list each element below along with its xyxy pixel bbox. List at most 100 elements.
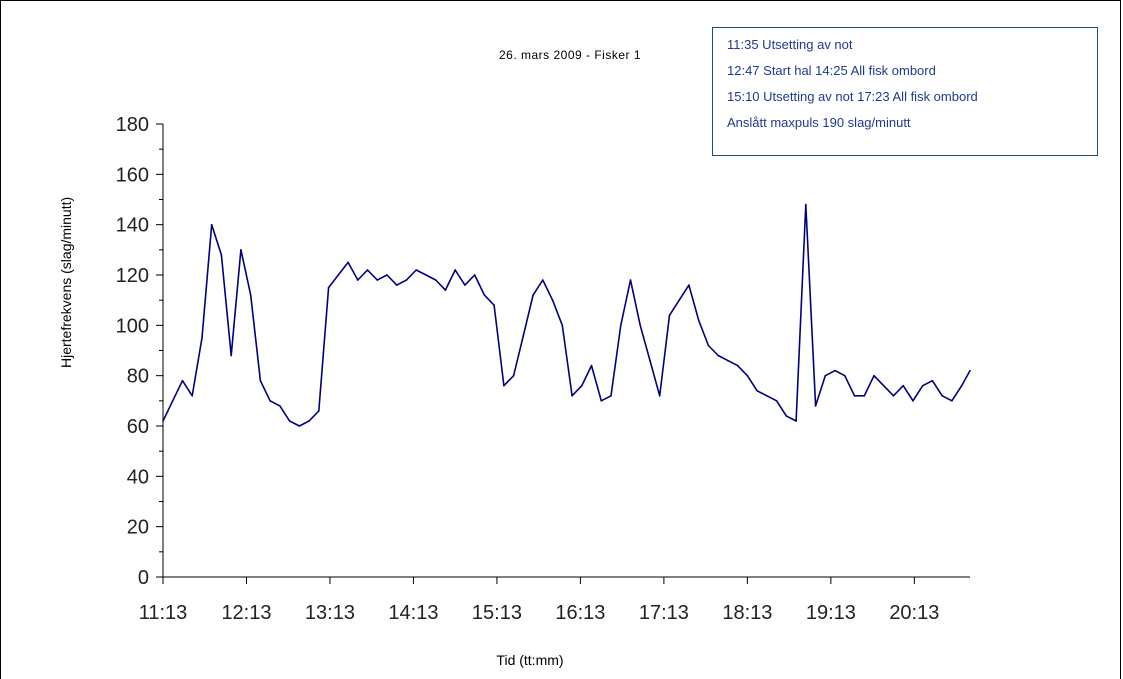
data-point — [805, 203, 807, 206]
data-point — [639, 324, 642, 327]
data-point — [376, 279, 379, 281]
data-point — [483, 294, 486, 296]
data-point — [960, 384, 963, 387]
data-point — [756, 389, 758, 392]
data-point — [220, 254, 223, 256]
data-point — [775, 400, 778, 402]
data-point — [337, 274, 340, 276]
data-point — [688, 284, 690, 286]
y-tick-label: 120 — [116, 265, 149, 287]
annotation-line-2: 12:47 Start hal 14:25 All fisk ombord — [727, 63, 936, 78]
x-tick-label: 13:13 — [305, 602, 355, 624]
data-point — [649, 359, 651, 362]
data-point — [668, 314, 671, 317]
data-point — [717, 354, 719, 357]
data-point — [356, 279, 359, 281]
data-point — [366, 269, 369, 271]
data-point — [912, 400, 914, 402]
data-point — [834, 369, 836, 372]
annotation-box: 11:35 Utsetting av not 12:47 Start hal 1… — [712, 27, 1098, 156]
data-point — [464, 284, 466, 286]
data-point — [171, 400, 174, 402]
data-point — [522, 334, 525, 337]
y-tick-label: 0 — [138, 567, 149, 589]
data-point — [824, 374, 827, 377]
data-point — [551, 299, 554, 301]
data-point — [473, 274, 476, 276]
data-point — [795, 420, 797, 422]
x-tick-label: 16:13 — [555, 602, 605, 624]
data-point — [619, 324, 622, 327]
chart-title: 26. mars 2009 - Fisker 1 — [498, 48, 642, 62]
data-point — [298, 425, 301, 427]
x-tick-label: 19:13 — [806, 602, 856, 624]
data-point — [269, 400, 271, 402]
data-point — [697, 319, 700, 322]
data-point — [347, 261, 349, 264]
data-point — [785, 415, 788, 417]
data-point — [610, 395, 612, 397]
data-point — [590, 364, 593, 367]
data-point — [707, 344, 710, 347]
data-point — [629, 279, 632, 281]
data-point — [931, 379, 934, 382]
data-point — [240, 249, 242, 251]
data-point — [405, 279, 408, 281]
data-point — [181, 379, 184, 382]
data-point — [892, 395, 895, 397]
data-point — [318, 410, 320, 412]
data-point — [512, 374, 515, 377]
data-point — [736, 364, 739, 367]
data-point — [162, 420, 164, 422]
data-point — [746, 374, 749, 377]
data-point — [863, 395, 866, 397]
x-tick-label: 15:13 — [472, 602, 522, 624]
y-tick-label: 40 — [127, 466, 149, 488]
x-tick-label: 14:13 — [388, 602, 438, 624]
x-tick-label: 20:13 — [889, 602, 939, 624]
data-point — [249, 294, 252, 296]
data-point — [191, 395, 194, 397]
data-point — [327, 286, 330, 289]
data-point — [969, 369, 971, 372]
data-point — [386, 274, 388, 276]
heart-rate-line — [162, 203, 971, 427]
y-tick-label: 160 — [116, 164, 149, 186]
x-tick-label: 18:13 — [722, 602, 772, 624]
data-point — [843, 374, 846, 377]
data-point — [951, 400, 953, 402]
y-tick-label: 100 — [116, 315, 149, 337]
data-point — [814, 405, 817, 407]
data-point — [503, 384, 505, 387]
y-axis-label: Hjertefrekvens (slag/minutt) — [58, 196, 74, 368]
data-point — [941, 395, 943, 397]
data-point — [853, 395, 856, 397]
data-point — [434, 279, 437, 281]
data-point — [600, 400, 603, 402]
data-point — [201, 337, 203, 339]
y-tick-label: 60 — [127, 416, 149, 438]
data-point — [902, 384, 905, 387]
data-point — [532, 294, 534, 296]
data-point — [454, 269, 456, 271]
y-tick-label: 140 — [116, 215, 149, 237]
data-point — [415, 269, 418, 271]
data-point — [425, 274, 427, 276]
x-tick-label: 12:13 — [221, 602, 271, 624]
data-point — [259, 379, 262, 382]
data-point — [571, 395, 573, 397]
x-tick-label: 11:13 — [139, 602, 188, 624]
data-point — [581, 384, 583, 387]
data-point — [210, 223, 213, 226]
data-point — [395, 284, 398, 286]
data-point — [873, 374, 875, 377]
annotation-line-3: 15:10 Utsetting av not 17:23 All fisk om… — [727, 89, 978, 104]
data-point — [308, 420, 310, 422]
data-point — [766, 395, 768, 397]
y-tick-label: 180 — [116, 114, 149, 136]
y-tick-label: 80 — [127, 366, 149, 388]
data-point — [288, 420, 291, 422]
data-point — [658, 395, 661, 397]
data-point — [882, 384, 885, 387]
